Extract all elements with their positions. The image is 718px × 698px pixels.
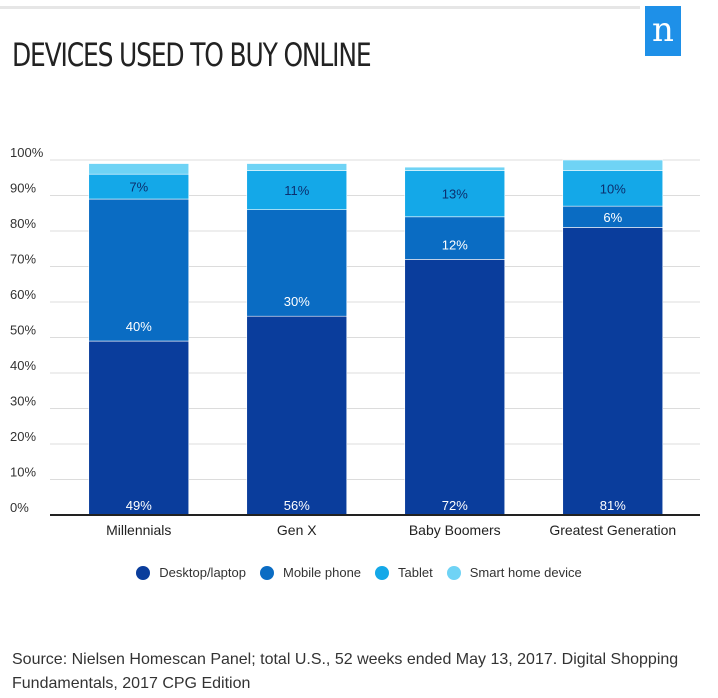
bar-segment [404,216,506,260]
y-tick-label: 20% [10,429,36,444]
bar-segment [404,166,506,171]
legend-label-desktop: Desktop/laptop [159,565,246,580]
y-tick-label: 50% [10,323,36,338]
legend-label-tablet: Tablet [398,565,433,580]
data-label: 7% [129,180,148,195]
data-label: 12% [442,237,468,252]
bar-segment [246,315,348,516]
legend-item-smart-home: Smart home device [446,565,582,580]
y-tick-label: 30% [10,394,36,409]
data-label: 10% [600,181,626,196]
data-label: 49% [126,498,152,513]
legend-swatch-tablet [375,565,390,580]
bar-segment [246,209,348,317]
y-tick-label: 80% [10,216,36,231]
x-tick-label: Baby Boomers [409,522,501,538]
data-label: 81% [600,498,626,513]
bar-segment [88,173,190,200]
legend-label-mobile: Mobile phone [282,565,362,580]
y-tick-label: 90% [10,181,36,196]
y-tick-label: 70% [10,252,36,267]
data-label: 6% [603,210,622,225]
legend-label-smart-home: Smart home device [469,565,582,580]
bar-segment [562,159,664,171]
bar-segment [404,170,506,218]
source-note: Source: Nielsen Homescan Panel; total U.… [12,651,679,692]
data-label: 72% [442,498,468,513]
y-tick-label: 100% [10,145,44,160]
y-tick-label: 10% [10,465,36,480]
data-label: 40% [126,319,152,334]
data-label: 56% [284,498,310,513]
nielsen-logo: n [645,6,681,56]
legend-swatch-smart-home [446,565,461,580]
y-tick-label: 60% [10,287,36,302]
logo-letter: n [652,10,674,50]
y-tick-label: 0% [10,500,29,515]
data-label: 13% [442,187,468,202]
bar-segment [246,163,348,171]
data-label: 30% [284,294,310,309]
stacked-bar-chart: 0% 10% 20% 30% 40% 50% 60% 70% 80% 90% 100% 49% 40% 7… [10,145,700,538]
legend-item-mobile: Mobile phone [259,565,362,580]
bar-segment [246,170,348,210]
x-tick-label: Greatest Generation [549,522,676,538]
legend-item-desktop: Desktop/laptop [136,565,246,580]
x-tick-label: Gen X [277,522,317,538]
legend-swatch-mobile [259,565,274,580]
x-tick-label: Millennials [106,522,171,538]
data-label: 11% [284,183,309,198]
bar-segment [562,170,664,207]
y-tick-label: 40% [10,358,36,373]
header-rule [0,6,640,9]
bar-segment [88,163,190,175]
bar-segment [88,340,190,516]
chart-legend: Desktop/laptop Mobile phone Tablet Smart… [0,565,718,580]
bar-segment [404,259,506,516]
bar-segment [562,227,664,516]
legend-item-tablet: Tablet [375,565,433,580]
legend-swatch-desktop [136,565,151,580]
chart-title: DEVICES USED TO BUY ONLINE [12,36,372,74]
